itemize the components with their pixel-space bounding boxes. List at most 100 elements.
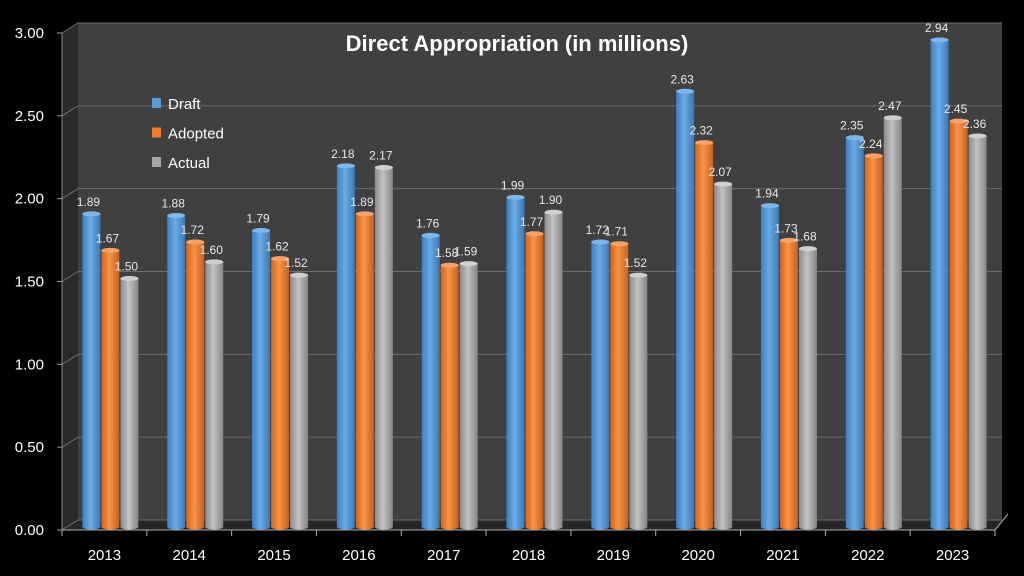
data-label: 1.52: [624, 256, 648, 270]
bar: [525, 231, 544, 530]
x-tick-label: 2017: [427, 547, 460, 564]
bar-body: [421, 235, 440, 527]
data-label: 2.35: [840, 119, 864, 133]
bar: [591, 239, 610, 530]
bar-top: [779, 237, 798, 243]
bar-base: [205, 524, 224, 530]
data-label: 1.89: [350, 195, 374, 209]
data-label: 1.89: [77, 195, 101, 209]
data-label: 1.50: [115, 260, 139, 274]
bar-body: [101, 250, 120, 527]
bar-base: [883, 524, 902, 530]
bar-top: [968, 133, 987, 139]
bar: [949, 118, 968, 530]
legend-label: Adopted: [168, 126, 224, 143]
bar-body: [714, 184, 733, 527]
data-label: 1.90: [539, 193, 563, 207]
bar-top: [506, 194, 525, 200]
bar-body: [506, 197, 525, 527]
bar-base: [525, 524, 544, 530]
bar: [252, 227, 271, 530]
legend-item: Actual: [152, 155, 210, 172]
bar: [676, 88, 695, 530]
bar-top: [252, 227, 271, 233]
bar-body: [440, 265, 459, 527]
data-label: 1.72: [586, 223, 610, 237]
bar-base: [506, 524, 525, 530]
bar: [968, 133, 987, 530]
bar-base: [336, 524, 355, 530]
legend-label: Draft: [168, 96, 201, 113]
bar-top: [714, 181, 733, 187]
gridline-side: [61, 271, 79, 282]
bar: [290, 272, 309, 530]
legend-swatch: [152, 127, 161, 138]
x-tick-label: 2013: [88, 547, 121, 564]
bar-body: [205, 261, 224, 527]
bar-top: [629, 272, 648, 278]
bar-top: [610, 241, 629, 247]
bar: [798, 246, 817, 530]
data-label: 1.68: [793, 230, 817, 244]
bar: [374, 165, 393, 530]
bar: [120, 276, 139, 530]
bar: [271, 256, 290, 530]
data-label: 2.24: [859, 137, 883, 151]
legend: Draft Adopted Actual: [152, 96, 224, 172]
bar-body: [864, 155, 883, 527]
bar-body: [459, 263, 478, 527]
bar-top: [205, 259, 224, 265]
x-axis-depth: [994, 513, 1009, 531]
bar-body: [374, 167, 393, 527]
bar-top: [374, 165, 393, 171]
y-tick-label: 3.00: [15, 25, 44, 42]
bar: [355, 211, 374, 530]
bar-top: [591, 239, 610, 245]
bar-base: [271, 524, 290, 530]
data-label: 1.99: [501, 178, 525, 192]
gridline-side: [61, 188, 79, 200]
bar: [930, 37, 949, 530]
data-label: 1.77: [520, 215, 544, 229]
bar-base: [949, 524, 968, 530]
bar: [864, 153, 883, 530]
bar-base: [252, 524, 271, 530]
bar: [883, 115, 902, 530]
data-label: 1.76: [416, 216, 440, 230]
bar-body: [120, 278, 139, 527]
bar-base: [374, 524, 393, 530]
bar: [167, 213, 186, 530]
bar-base: [82, 524, 101, 530]
x-tick-label: 2022: [851, 547, 884, 564]
bar-body: [186, 242, 205, 527]
bar-base: [695, 524, 714, 530]
legend-item: Draft: [152, 96, 201, 113]
bar-top: [167, 213, 186, 219]
data-label: 1.62: [265, 240, 289, 254]
bar-top: [525, 231, 544, 237]
bar: [695, 140, 714, 530]
bar-body: [845, 137, 864, 527]
bar-top: [421, 232, 440, 238]
data-label: 1.94: [755, 187, 779, 201]
bar-base: [676, 524, 695, 530]
data-label: 2.36: [963, 117, 987, 131]
bar-base: [610, 524, 629, 530]
bar-top: [120, 276, 139, 281]
x-tick-label: 2020: [681, 547, 714, 564]
bar-body: [949, 121, 968, 527]
bar-base: [798, 524, 817, 530]
bar-body: [695, 142, 714, 528]
y-tick-label: 0.50: [15, 439, 44, 456]
bar-base: [864, 524, 883, 530]
bar-top: [949, 118, 968, 124]
data-label: 1.88: [162, 197, 186, 211]
gridline-side: [61, 105, 79, 117]
bar-base: [440, 524, 459, 530]
data-label: 2.32: [689, 124, 713, 138]
data-label: 1.67: [96, 231, 120, 245]
bar-body: [610, 243, 629, 527]
bar-top: [440, 262, 459, 268]
gridline-side: [61, 519, 79, 531]
x-tick-label: 2018: [512, 547, 545, 564]
